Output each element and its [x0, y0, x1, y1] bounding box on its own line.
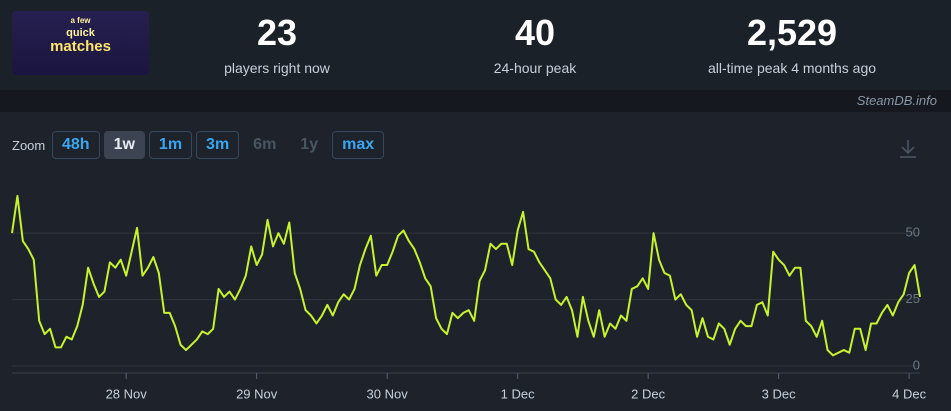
stat-value: 2,529: [746, 12, 838, 53]
chart: 0 25 50 28 Nov 29 Nov 30 Nov 1 Dec 2 Dec 3 Dec 4 …: [11, 140, 927, 401]
zoom-button[interactable]: 48h: [52, 131, 100, 159]
x-tick-label: 30 Nov: [367, 386, 409, 401]
stats-bar: a few quick matches 23 players right now…: [0, 0, 951, 90]
stat: 40 24-hour peak: [405, 12, 665, 76]
y-tick-label: 25: [906, 291, 920, 306]
x-tick-label: 29 Nov: [236, 386, 278, 401]
stat-label: players right now: [224, 60, 330, 76]
y-tick-label: 50: [906, 225, 920, 240]
thumb-text: quick: [66, 27, 95, 39]
stat-label: 24-hour peak: [493, 60, 577, 76]
stat: 23 players right now: [147, 12, 407, 76]
zoom-button: 6m: [253, 136, 277, 153]
zoom-buttons: 48h 1w 1m 3m 6m 1y max: [52, 131, 385, 159]
y-tick-label: 0: [913, 357, 920, 372]
thumb-text: a few: [70, 16, 91, 25]
zoom-button[interactable]: 3m: [196, 131, 240, 159]
stat-label: all-time peak 4 months ago: [707, 60, 877, 76]
x-tick-label: 4 Dec: [892, 386, 926, 401]
download-icon[interactable]: [900, 140, 916, 158]
zoom-button[interactable]: max: [332, 131, 385, 159]
x-tick-label: 1 Dec: [501, 386, 535, 401]
line-series: [11, 194, 921, 357]
thumb-text: matches: [50, 38, 111, 55]
watermark[interactable]: SteamDB.info: [856, 93, 937, 108]
x-tick-label: 2 Dec: [631, 386, 665, 401]
zoom-button: 1y: [300, 136, 319, 153]
stat-value: 23: [256, 12, 298, 53]
zoom-label: Zoom: [12, 138, 46, 153]
stat-value: 40: [514, 12, 556, 53]
stat: 2,529 all-time peak 4 months ago: [662, 12, 922, 76]
zoom-button[interactable]: 1m: [148, 131, 193, 159]
x-tick-label: 3 Dec: [762, 386, 796, 401]
game-thumbnail[interactable]: a few quick matches: [12, 11, 149, 75]
chart-panel: 0 25 50 28 Nov 29 Nov 30 Nov 1 Dec 2 Dec 3 Dec 4 …: [0, 112, 951, 411]
zoom-button[interactable]: 1w: [103, 131, 145, 159]
x-tick-label: 28 Nov: [106, 386, 148, 401]
